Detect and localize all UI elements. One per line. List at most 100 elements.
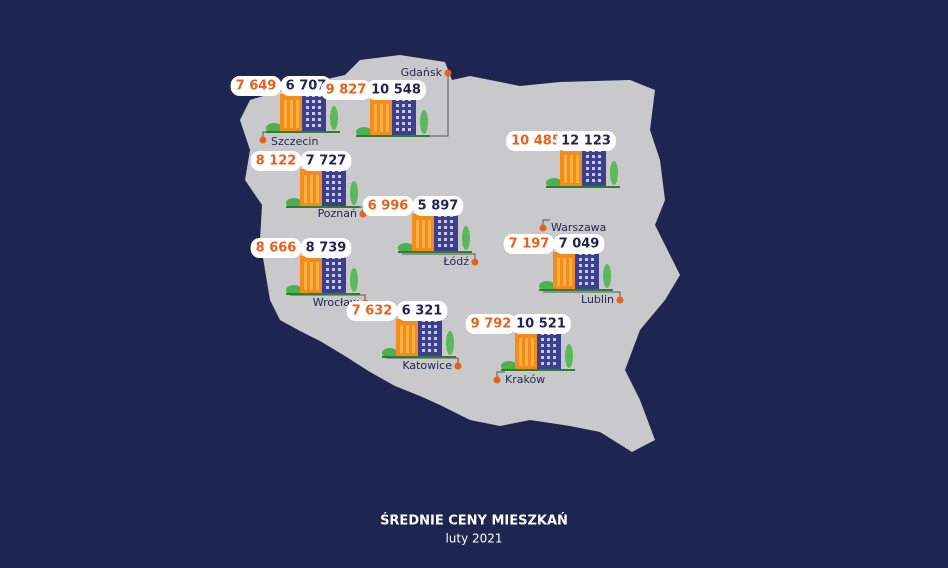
window [326,199,329,202]
window [598,173,601,176]
window [592,173,595,176]
window [332,175,335,178]
bush [266,123,282,133]
price-label: 7 632 [352,304,393,319]
window [438,238,441,241]
window-stripe [316,175,319,203]
price-label: 10 548 [371,83,421,98]
window [326,274,329,277]
city-dot [444,69,452,77]
window [428,331,431,334]
window [434,349,437,352]
window [585,264,588,267]
bush [356,127,372,137]
window [541,338,544,341]
window [438,226,441,229]
window-stripe [386,104,389,132]
window [306,100,309,103]
city-marker: Łódź [398,208,479,268]
price-label: 6 321 [402,304,443,319]
window [326,280,329,283]
window [547,356,550,359]
window-stripe [519,338,522,366]
tree [420,110,428,134]
window [547,350,550,353]
window [450,226,453,229]
window [553,356,556,359]
window [422,331,425,334]
window-stripe [380,104,383,132]
window [408,104,411,107]
price-pill [250,238,302,258]
window [402,104,405,107]
price-pill [506,131,566,151]
price-label: 9 827 [326,83,367,98]
price-label: 8 666 [256,241,297,256]
tree [446,331,454,355]
price-pill [412,196,464,216]
window [338,187,341,190]
window [592,155,595,158]
window [585,258,588,261]
window [598,161,601,164]
price-label: 10 521 [516,317,566,332]
window [402,122,405,125]
window [579,276,582,279]
window [591,270,594,273]
window-stripe [564,155,567,183]
city-dot [259,136,267,144]
window [553,362,556,365]
window [318,118,321,121]
window [450,244,453,247]
window [541,362,544,365]
bush [286,198,302,208]
window-stripe [412,325,415,353]
window [338,175,341,178]
window [306,112,309,115]
window [338,262,341,265]
window [422,325,425,328]
window [326,268,329,271]
window [332,262,335,265]
window [591,258,594,261]
window-stripe [569,258,572,286]
window [318,112,321,115]
window [332,286,335,289]
window [434,343,437,346]
window-stripe [290,100,293,128]
bush [286,285,302,295]
city-dot [471,258,479,266]
price-label: 7 727 [306,154,347,169]
window-stripe [310,262,313,290]
window-stripe [296,100,299,128]
price-pill [300,238,352,258]
window [579,258,582,261]
price-pill [553,234,605,254]
price-label: 8 739 [306,241,347,256]
city-name: Wrocław [313,296,359,309]
window [547,344,550,347]
window [541,356,544,359]
window [585,276,588,279]
window [591,264,594,267]
window [586,167,589,170]
price-label: 5 897 [418,199,459,214]
price-label: 9 792 [471,317,512,332]
window [332,187,335,190]
window [444,244,447,247]
bush [501,361,517,371]
window [428,325,431,328]
city-name: Lublin [581,293,614,306]
window [422,349,425,352]
window [422,337,425,340]
window [408,128,411,131]
window [591,282,594,285]
window [592,161,595,164]
window [396,110,399,113]
window [326,181,329,184]
window [318,106,321,109]
window [402,110,405,113]
window [450,232,453,235]
window [326,193,329,196]
